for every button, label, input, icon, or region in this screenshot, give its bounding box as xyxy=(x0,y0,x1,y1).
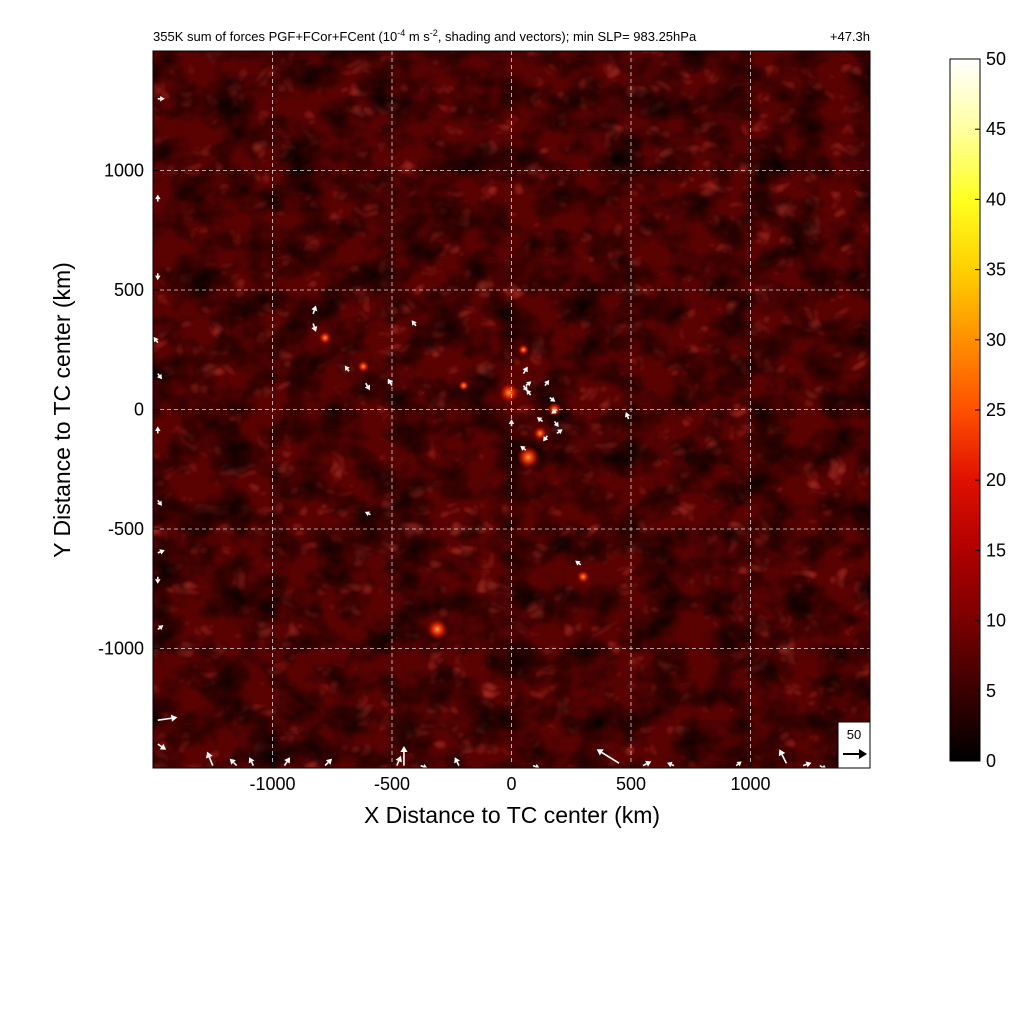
vector-5 xyxy=(411,320,417,327)
vector-15 xyxy=(543,435,549,442)
vector-28 xyxy=(157,499,162,506)
colorbar-tick-label-7: 35 xyxy=(986,260,1006,280)
vector-46 xyxy=(667,761,675,768)
reference-vector-label: 50 xyxy=(847,727,861,742)
colorbar-tick-label-9: 45 xyxy=(986,119,1006,139)
vector-18 xyxy=(520,445,527,451)
vector-44 xyxy=(596,749,620,764)
y-tick-label-2: 0 xyxy=(134,400,144,420)
vector-42 xyxy=(454,757,460,766)
vector-30 xyxy=(155,576,161,584)
vector-45 xyxy=(642,760,652,767)
reference-vector-box: 50 xyxy=(837,721,871,769)
vector-38 xyxy=(324,758,333,767)
vector-27 xyxy=(155,426,161,434)
colorbar-tick-label-5: 25 xyxy=(986,400,1006,420)
vector-29 xyxy=(157,549,165,555)
colorbar-ticks: 0 5 10 15 20 25 30 35 40 45 50 xyxy=(975,49,1006,771)
y-axis: -1000 -500 0 500 1000 xyxy=(98,161,159,659)
vector-20 xyxy=(624,412,631,420)
vector-22 xyxy=(157,96,165,102)
y-tick-label-4: 1000 xyxy=(104,161,144,181)
vector-34 xyxy=(206,751,214,766)
y-tick-label-3: 500 xyxy=(114,280,144,300)
y-tick-label-1: -500 xyxy=(108,519,144,539)
vector-2 xyxy=(344,365,350,372)
vector-49 xyxy=(802,761,812,768)
x-tick-label-3: 500 xyxy=(616,774,646,794)
reference-vector-arrowhead xyxy=(859,749,867,759)
hotspot-2 xyxy=(426,618,449,641)
vector-8 xyxy=(525,381,532,387)
heatmap-hotspots xyxy=(318,331,590,641)
vector-10 xyxy=(544,380,550,387)
vector-4 xyxy=(387,378,393,387)
vector-3 xyxy=(364,382,370,391)
colorbar-tick-label-10: 50 xyxy=(986,49,1006,69)
y-axis-label: Y Distance to TC center (km) xyxy=(49,262,75,558)
vector-13 xyxy=(553,420,559,428)
hotspot-5 xyxy=(318,331,332,345)
colorbar-tick-label-2: 10 xyxy=(986,611,1006,631)
x-tick-label-0: -1000 xyxy=(249,774,295,794)
vector-31 xyxy=(157,625,164,631)
vector-39 xyxy=(395,755,402,766)
colorbar-tick-label-4: 20 xyxy=(986,470,1006,490)
x-tick-label-2: 0 xyxy=(506,774,516,794)
vector-23 xyxy=(155,194,161,202)
vector-11 xyxy=(549,396,556,402)
hotspot-8 xyxy=(458,380,470,392)
x-tick-label-1: -500 xyxy=(374,774,410,794)
vector-24 xyxy=(155,273,161,281)
hotspot-7 xyxy=(576,570,590,584)
vector-37 xyxy=(283,757,291,767)
hotspot-0 xyxy=(499,382,520,403)
hotspot-1 xyxy=(516,445,541,470)
x-axis: -1000 -500 0 500 1000 xyxy=(249,762,771,794)
vector-12 xyxy=(551,408,558,414)
vector-7 xyxy=(522,366,528,375)
vector-47 xyxy=(735,761,742,767)
grid-lines xyxy=(153,51,870,768)
colorbar-tick-label-0: 0 xyxy=(986,751,996,771)
vector-48 xyxy=(778,749,788,764)
plot-area xyxy=(153,51,870,768)
colorbar-tick-label-8: 40 xyxy=(986,189,1006,209)
x-tick-label-4: 1000 xyxy=(730,774,770,794)
hotspot-9 xyxy=(517,344,530,356)
vector-9 xyxy=(526,389,532,396)
force-vectors xyxy=(153,96,826,768)
vector-1 xyxy=(311,323,318,332)
vector-21 xyxy=(575,560,582,566)
vector-43 xyxy=(532,763,540,768)
vector-35 xyxy=(229,758,238,767)
vector-36 xyxy=(248,757,255,766)
colorbar-tick-label-1: 5 xyxy=(986,681,996,701)
x-axis-label: X Distance to TC center (km) xyxy=(364,802,660,828)
chart-title: 355K sum of forces PGF+FCor+FCent (10-4 … xyxy=(153,28,697,44)
y-tick-label-0: -1000 xyxy=(98,639,144,659)
vector-0 xyxy=(311,305,318,315)
vector-40 xyxy=(400,746,408,766)
vector-33 xyxy=(157,743,167,750)
vector-17 xyxy=(508,419,515,427)
vector-26 xyxy=(157,373,162,380)
time-label: +47.3h xyxy=(830,29,870,44)
vector-50 xyxy=(819,764,826,768)
vector-14 xyxy=(536,417,544,423)
vector-41 xyxy=(420,763,428,768)
vector-19 xyxy=(522,385,528,392)
colorbar-tick-label-3: 15 xyxy=(986,540,1006,560)
vector-25 xyxy=(153,336,159,344)
vector-16 xyxy=(556,429,563,435)
hotspot-6 xyxy=(357,360,370,373)
vector-32 xyxy=(157,714,178,722)
colorbar-tick-label-6: 30 xyxy=(986,330,1006,350)
vector-6 xyxy=(364,511,371,517)
